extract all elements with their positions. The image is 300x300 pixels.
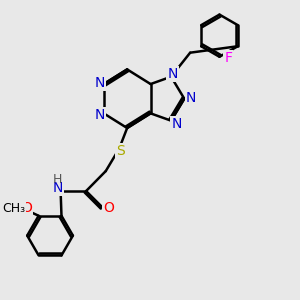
Text: N: N — [53, 181, 63, 195]
Text: F: F — [224, 51, 232, 65]
Text: N: N — [95, 108, 105, 122]
Text: CH₃: CH₃ — [2, 202, 26, 215]
Text: N: N — [186, 91, 196, 105]
Text: S: S — [116, 144, 125, 158]
Text: O: O — [103, 201, 114, 215]
Text: O: O — [21, 201, 32, 215]
Text: H: H — [53, 173, 62, 186]
Text: N: N — [167, 67, 178, 81]
Text: N: N — [95, 76, 105, 90]
Text: N: N — [171, 117, 182, 131]
